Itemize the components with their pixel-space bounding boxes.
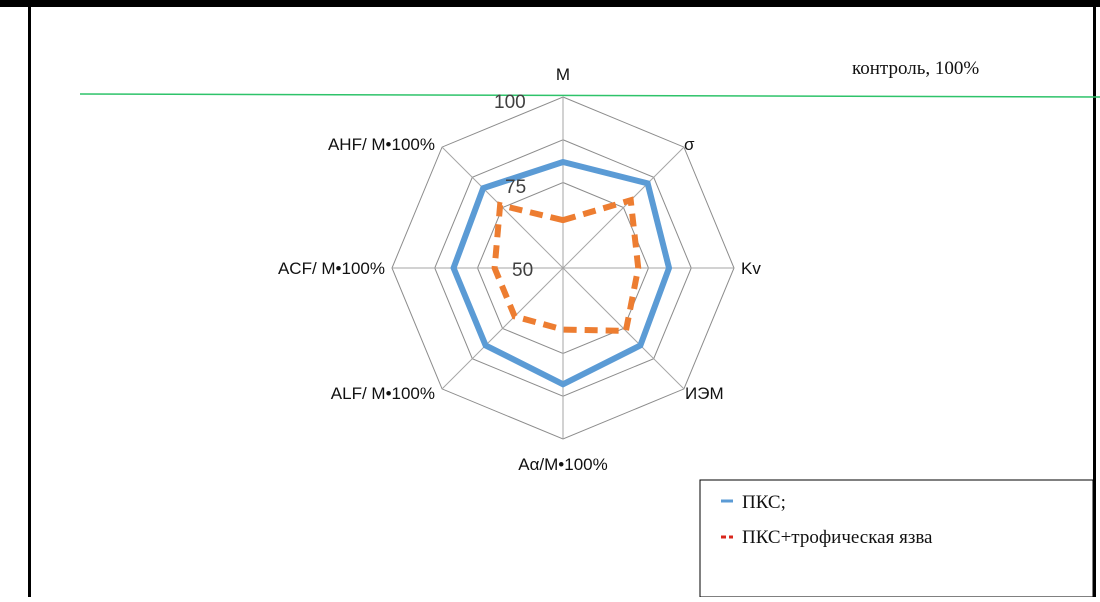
radar-axis-labels: Мσ Kv ИЭМ Аα/М•100% ALF/ М•100% ACF/ М•100% AH… [278, 65, 761, 474]
left-border [28, 7, 31, 597]
axis-label: М [556, 65, 570, 84]
axis-label: AHF/ М•100% [328, 135, 435, 154]
radar-series [450, 158, 673, 388]
radar-ticks: 50 75 100 [494, 92, 533, 281]
tick-label: 75 [505, 177, 526, 198]
reference-line-label: контроль, 100% [852, 58, 979, 79]
grid-spoke [562, 146, 685, 269]
tick-label: 100 [494, 92, 526, 113]
axis-label: Kv [741, 259, 761, 278]
series-line-2 [491, 196, 642, 334]
axis-label: σ [684, 135, 695, 154]
grid-spoke [441, 267, 564, 390]
reference-line-group: контроль, 100% [79, 58, 1100, 98]
axis-label: Аα/М•100% [518, 455, 607, 474]
legend: ПКС; ПКС+трофическая язва [699, 479, 1094, 598]
legend-label-pks-ulcer: ПКС+трофическая язва [742, 527, 933, 548]
right-border [1093, 7, 1096, 597]
radar-grid [391, 96, 735, 440]
top-border [0, 0, 1100, 7]
legend-box [699, 479, 1094, 598]
axis-label: ACF/ М•100% [278, 259, 385, 278]
axis-label: ИЭМ [685, 384, 724, 403]
reference-line [79, 93, 1100, 98]
series-line-1 [450, 158, 673, 388]
legend-label-pks: ПКС; [742, 492, 786, 513]
tick-label: 50 [512, 260, 533, 281]
axis-label: ALF/ М•100% [331, 384, 435, 403]
